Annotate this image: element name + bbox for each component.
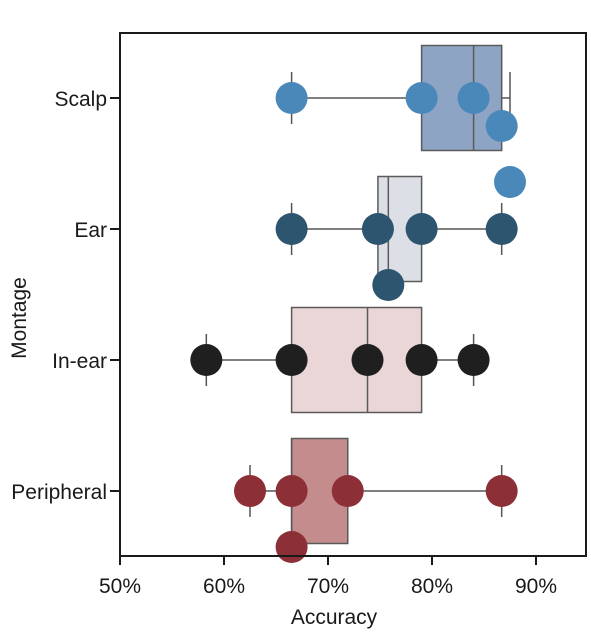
axes: 50% 60% 70% 80% 90% Scalp Ear In-ear Peripheral bbox=[11, 88, 557, 598]
data-point-scalp bbox=[275, 82, 308, 114]
data-point-peripheral bbox=[485, 475, 518, 507]
data-point-peripheral bbox=[275, 531, 308, 563]
y-axis-title: Montage bbox=[8, 277, 31, 359]
x-tick-label: 50% bbox=[99, 575, 141, 598]
data-point-peripheral bbox=[331, 475, 364, 507]
data-point-scalp bbox=[494, 166, 526, 198]
data-point-in-ear bbox=[405, 344, 438, 376]
data-point-in-ear bbox=[275, 344, 308, 376]
data-point-in-ear bbox=[351, 344, 384, 376]
x-tick-label: 60% bbox=[203, 575, 245, 598]
data-point-ear bbox=[275, 213, 308, 245]
data-point-peripheral bbox=[275, 475, 308, 507]
y-tick-label-scalp: Scalp bbox=[54, 88, 107, 111]
x-tick-label: 90% bbox=[515, 575, 557, 598]
data-point-peripheral bbox=[234, 475, 266, 507]
data-point-ear bbox=[405, 213, 438, 245]
data-point-ear bbox=[361, 213, 394, 245]
plot-frame bbox=[119, 32, 587, 557]
data-point-in-ear bbox=[457, 344, 490, 376]
data-point-scalp bbox=[457, 82, 490, 114]
data-point-scalp bbox=[485, 110, 518, 142]
x-tick-label: 70% bbox=[307, 575, 349, 598]
y-tick-label-ear: Ear bbox=[74, 219, 107, 242]
data-point-ear bbox=[372, 269, 405, 301]
y-tick-label-peripheral: Peripheral bbox=[11, 481, 107, 504]
data-point-scalp bbox=[405, 82, 438, 114]
plot-area bbox=[190, 44, 526, 563]
x-tick-label: 80% bbox=[411, 575, 453, 598]
y-tick-label-in-ear: In-ear bbox=[52, 350, 107, 373]
data-point-in-ear bbox=[190, 344, 223, 376]
x-axis-title: Accuracy bbox=[291, 606, 378, 629]
data-point-ear bbox=[485, 213, 518, 245]
